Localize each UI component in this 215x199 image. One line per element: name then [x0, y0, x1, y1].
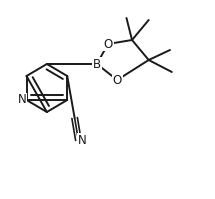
Text: B: B [93, 58, 101, 70]
Text: O: O [113, 73, 122, 87]
Text: O: O [103, 37, 113, 51]
Text: N: N [18, 94, 26, 106]
Text: N: N [78, 134, 87, 146]
